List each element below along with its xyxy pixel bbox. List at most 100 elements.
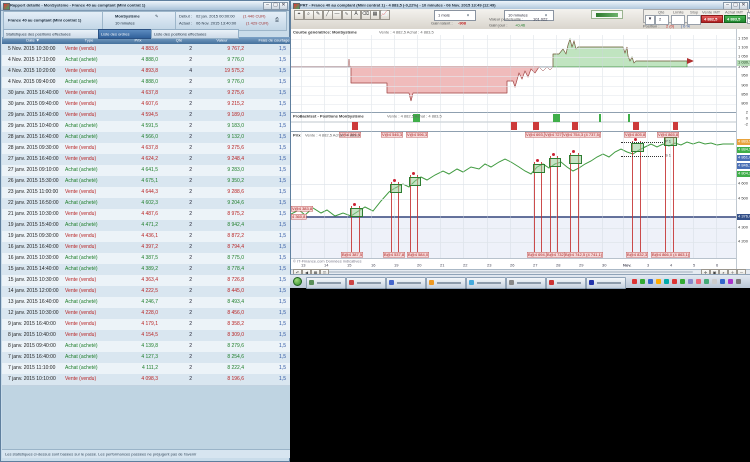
- limit-stepper[interactable]: [671, 15, 685, 25]
- trade-exit-line: [359, 206, 360, 257]
- table-row[interactable]: 27 janv. 2015 09:10:00 Achat (acheté) 4 64…: [2, 165, 290, 177]
- cell-prix: 4 389,2: [141, 266, 158, 272]
- instrument-zone: France 40 au comptant (Mini contrat 1): [3, 11, 103, 31]
- gridline: [291, 228, 736, 229]
- cell-qty: 2: [189, 167, 192, 173]
- order-type-dropdown[interactable]: ▾: [645, 15, 655, 25]
- sell-button[interactable]: 4 882,5: [701, 15, 723, 23]
- tray-icon[interactable]: [648, 279, 653, 284]
- cell-qty: 2: [189, 79, 192, 85]
- tray-icon[interactable]: [640, 279, 645, 284]
- cell-valeur: 9 183,0: [227, 123, 244, 129]
- cell-qty: 2: [189, 123, 192, 129]
- timeframe-dropdown[interactable]: 10 minutes ▾: [504, 10, 554, 21]
- column-header[interactable]: Valeur: [216, 38, 228, 43]
- cell-type: Achat (acheté): [65, 222, 98, 228]
- cell-frais: 1,5: [279, 365, 286, 371]
- tray-icon[interactable]: [632, 279, 637, 284]
- column-header[interactable]: Date ▼: [26, 38, 40, 43]
- report-titlebar[interactable]: Rapport détaillé - MonSystème - France 4…: [1, 1, 289, 11]
- tray-icon[interactable]: [680, 279, 685, 284]
- qty-label: Qté: [658, 10, 665, 15]
- gridline: [301, 35, 302, 258]
- column-header[interactable]: Type: [84, 38, 94, 43]
- short-position-bar: [511, 122, 517, 130]
- x-axis-label: 22: [463, 263, 468, 268]
- sell-price-label: V@4 546,3: [381, 132, 404, 138]
- chevron-down-icon: ▾: [545, 13, 548, 18]
- cell-prix: 4 624,2: [141, 156, 158, 162]
- cell-qty: 4: [189, 68, 192, 74]
- gridline: [291, 76, 736, 77]
- tray-icon[interactable]: [720, 279, 725, 284]
- tray-icon[interactable]: [664, 279, 669, 284]
- table-row[interactable]: 7 janv. 2015 10:10:00 Vente (vendu) 4 098,…: [2, 374, 290, 386]
- chart-icon[interactable]: 📈: [379, 10, 390, 20]
- taskbar-button-text: [437, 282, 461, 284]
- taskbar-button[interactable]: [586, 277, 626, 289]
- table-row[interactable]: 7 janv. 2015 11:10:00 Achat (acheté) 4 111…: [2, 363, 290, 375]
- trade-entry-zone: [631, 143, 644, 152]
- print-icon[interactable]: ⎙: [275, 17, 279, 23]
- x-axis-label: 14: [324, 263, 329, 268]
- cell-type: Vente (vendu): [65, 156, 97, 162]
- cell-date: 27 janv. 2015 16:40:00: [8, 156, 59, 162]
- cell-date: 16 janv. 2015 16:40:00: [8, 244, 59, 250]
- column-header[interactable]: Frais de courtage: [258, 38, 290, 43]
- tray-icon[interactable]: [704, 279, 709, 284]
- cell-frais: 1,5: [279, 376, 286, 382]
- tray-icon[interactable]: [736, 279, 741, 284]
- cell-type: Achat (acheté): [65, 266, 98, 272]
- cell-prix: 4 487,6: [141, 211, 158, 217]
- quantity-stepper[interactable]: 2: [655, 15, 669, 25]
- cell-type: Achat (acheté): [65, 200, 98, 206]
- taskbar-button-text: [477, 282, 501, 284]
- tray-icon[interactable]: [696, 279, 701, 284]
- price-highlight-text: 4 804,2: [738, 171, 750, 176]
- tray-icon[interactable]: [712, 279, 717, 284]
- taskbar-button[interactable]: [346, 277, 386, 289]
- cell-date: 27 janv. 2015 09:10:00: [8, 167, 59, 173]
- cell-qty: 2: [189, 244, 192, 250]
- app-icon: [3, 3, 10, 10]
- x-axis-label: 6: [716, 263, 719, 268]
- tab-liste-des-positions[interactable]: Liste des positions effectuées: [151, 29, 239, 39]
- start-button[interactable]: [293, 277, 302, 286]
- gridline: [440, 35, 441, 258]
- stop-stepper[interactable]: [687, 15, 701, 25]
- column-header[interactable]: Prix: [134, 38, 142, 43]
- column-header[interactable]: Qté: [175, 38, 183, 43]
- taskbar-button[interactable]: [386, 277, 426, 289]
- time-scrollbar[interactable]: [327, 271, 693, 273]
- cell-qty: 2: [189, 90, 192, 96]
- trade-exit-line: [673, 135, 674, 257]
- taskbar-button[interactable]: [426, 277, 466, 289]
- cell-frais: 1,5: [279, 222, 286, 228]
- tab-statistiques[interactable]: Statistiques des positions effectuées: [3, 29, 99, 39]
- cell-qty: 2: [189, 134, 192, 140]
- tab-liste-des-ordres[interactable]: Liste des ordres: [98, 29, 152, 39]
- range-dropdown[interactable]: 1 mois ▾: [434, 10, 476, 21]
- edit-icon[interactable]: ✎: [155, 14, 159, 19]
- system-zone: MonSystème ✎ 10 minutes: [102, 11, 176, 31]
- tray-icon[interactable]: [672, 279, 677, 284]
- gridline: [291, 95, 736, 96]
- tray-icon[interactable]: [656, 279, 661, 284]
- close-button[interactable]: ✕: [279, 2, 288, 10]
- buy-button[interactable]: 4 883,5: [724, 15, 746, 23]
- sell-price-label: V@4 754,3 (4 737,5): [562, 132, 602, 138]
- taskbar-button[interactable]: [306, 277, 346, 289]
- cell-qty: 2: [189, 255, 192, 261]
- tray-icon[interactable]: [688, 279, 693, 284]
- taskbar-button[interactable]: [466, 277, 506, 289]
- long-position-bar: [553, 114, 560, 122]
- tray-icon[interactable]: [728, 279, 733, 284]
- disclaimer-text: Les statistiques ci-dessus sont basées s…: [5, 452, 197, 457]
- cell-type: Achat (acheté): [65, 57, 98, 63]
- cell-frais: 1,5: [279, 277, 286, 283]
- cell-type: Vente (vendu): [65, 112, 97, 118]
- taskbar-button[interactable]: [506, 277, 546, 289]
- cell-prix: 4 098,3: [141, 376, 158, 382]
- table-row[interactable]: 9 janv. 2015 16:40:00 Vente (vendu) 4 179,…: [2, 319, 290, 331]
- taskbar-button[interactable]: [546, 277, 586, 289]
